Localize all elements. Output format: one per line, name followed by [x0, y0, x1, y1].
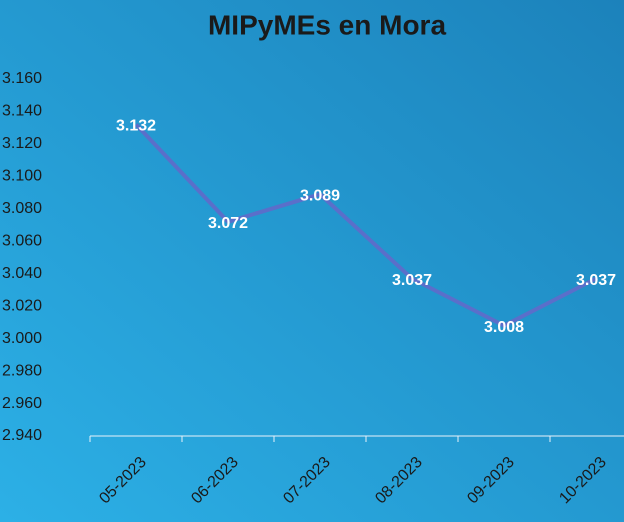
y-tick-label: 2.940: [2, 427, 42, 444]
y-tick-label: 3.060: [2, 232, 42, 249]
y-tick-label: 3.120: [2, 135, 42, 152]
y-tick-label: 3.100: [2, 168, 42, 185]
data-label: 3.089: [300, 187, 340, 204]
data-label: 3.037: [392, 272, 432, 289]
chart-title: MIPyMEs en Mora: [208, 9, 446, 40]
y-tick-label: 3.040: [2, 265, 42, 282]
y-tick-label: 3.160: [2, 70, 42, 87]
data-label: 3.008: [484, 319, 524, 336]
y-tick-label: 2.980: [2, 362, 42, 379]
y-tick-label: 3.020: [2, 297, 42, 314]
data-label: 3.072: [208, 215, 248, 232]
y-tick-label: 2.960: [2, 395, 42, 412]
line: [134, 123, 597, 328]
y-tick-label: 3.000: [2, 330, 42, 347]
y-tick-label: 3.080: [2, 200, 42, 217]
y-tick-label: 3.140: [2, 103, 42, 120]
data-label: 3.037: [576, 272, 616, 289]
data-label: 3.132: [116, 118, 156, 135]
